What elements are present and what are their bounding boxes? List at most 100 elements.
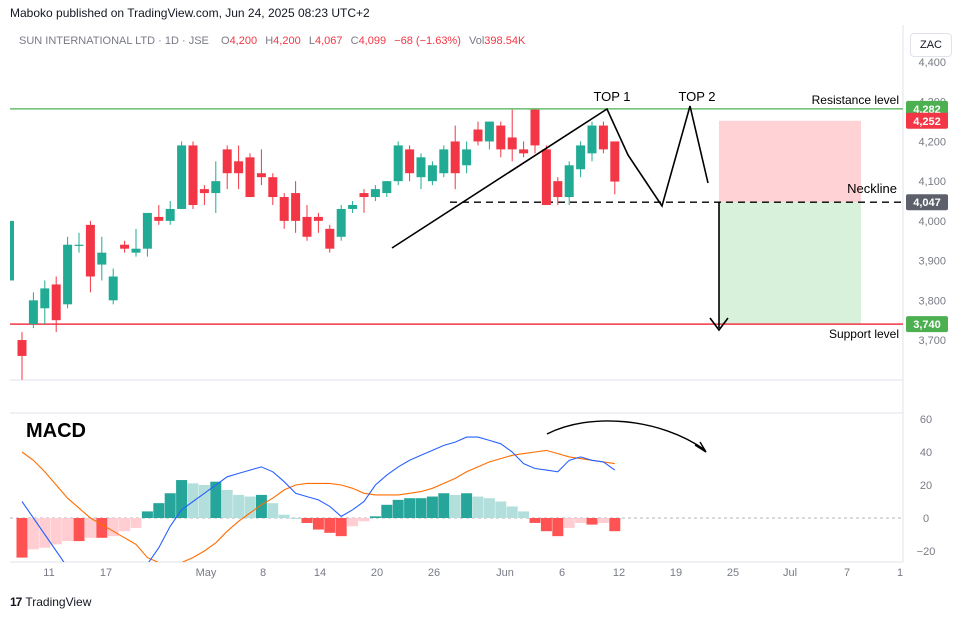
- macd-histogram-bar: [483, 498, 495, 518]
- macd-histogram-bar: [210, 481, 222, 518]
- macd-pane: [10, 420, 903, 562]
- double-top-pattern-line: [391, 105, 709, 249]
- macd-histogram-bar: [449, 494, 461, 518]
- macd-histogram-bar: [575, 518, 587, 523]
- price-tick-label: 3,700: [918, 335, 946, 347]
- macd-histogram-bar: [312, 518, 324, 530]
- neckline-label: Neckline: [847, 181, 897, 196]
- macd-histogram-bar: [290, 518, 302, 519]
- macd-histogram-bar: [358, 518, 370, 522]
- price-tick-label: 4,400: [918, 57, 946, 69]
- macd-histogram-bar: [96, 518, 108, 538]
- candle-body: [507, 137, 517, 150]
- candle-body: [348, 204, 358, 209]
- change-value: −68 (−1.63%): [394, 35, 461, 47]
- candle-body: [108, 276, 118, 301]
- macd-histogram-bar: [324, 518, 336, 533]
- macd-histogram-bar: [176, 480, 188, 518]
- macd-histogram-bar: [255, 494, 267, 518]
- top2-label: TOP 2: [678, 89, 715, 104]
- candle-body: [541, 149, 551, 205]
- candle-body: [142, 212, 152, 249]
- candle-body: [256, 173, 266, 178]
- published-by-text: Maboko published on TradingView.com, Jun…: [10, 6, 370, 20]
- candle-body: [291, 193, 301, 221]
- price-label-text: 4,047: [913, 197, 941, 209]
- macd-histogram-bar: [119, 518, 131, 532]
- macd-histogram-bar: [301, 518, 313, 523]
- currency-button[interactable]: ZAC: [910, 33, 952, 57]
- price-tick-label: 4,000: [918, 216, 946, 228]
- time-tick-label: 25: [727, 567, 739, 579]
- volume-label: Vol: [469, 35, 485, 47]
- symbol-title[interactable]: SUN INTERNATIONAL LTD · 1D · JSE: [19, 35, 209, 47]
- price-label-badge: [906, 112, 948, 129]
- macd-histogram-bar: [552, 518, 564, 537]
- candle-body: [177, 145, 187, 209]
- candle-body: [598, 125, 608, 150]
- stop-loss-zone: [719, 120, 861, 203]
- macd-histogram-bar: [609, 518, 621, 532]
- candle-body: [473, 129, 483, 142]
- candle-body: [97, 252, 107, 265]
- close-value: 4,099: [358, 35, 387, 47]
- macd-histogram-bar: [267, 503, 279, 518]
- macd-histogram-bar: [164, 493, 176, 518]
- candle-body: [165, 208, 175, 221]
- candle-body: [222, 149, 232, 174]
- macd-histogram-bar: [198, 485, 210, 518]
- time-tick-label: 8: [260, 567, 266, 579]
- symbol-legend: SUN INTERNATIONAL LTD · 1D · JSE O4,200 …: [19, 35, 525, 47]
- support-label: Support level: [829, 327, 899, 341]
- time-tick-label: Jul: [783, 567, 797, 579]
- candle-body: [120, 244, 130, 249]
- candle-body: [199, 189, 209, 194]
- macd-histogram-bar: [438, 493, 450, 518]
- pattern-annotations: TOP 1 TOP 2: [391, 89, 729, 332]
- time-tick-label: May: [196, 567, 217, 579]
- time-tick-label: Jun: [496, 567, 514, 579]
- candle-body: [302, 216, 312, 237]
- candle-body: [587, 125, 597, 154]
- macd-histogram-bar: [278, 514, 290, 518]
- macd-signal-line: [21, 449, 615, 562]
- candle-body: [336, 208, 346, 237]
- time-tick-label: 19: [670, 567, 682, 579]
- time-tick-label: 7: [844, 567, 850, 579]
- candle-body: [17, 340, 27, 356]
- candle-body: [74, 244, 84, 246]
- top1-label: TOP 1: [593, 89, 630, 104]
- time-axis: 11 17 May 8 14 20 26 Jun 6 12 19 25 Jul 7 1: [43, 567, 903, 579]
- candle-body: [484, 121, 494, 142]
- momentum-arrow-curve: [546, 420, 706, 451]
- candle-body: [325, 228, 335, 249]
- chart-canvas[interactable]: Resistance level Neckline Support level TO…: [0, 0, 968, 590]
- candle-body: [370, 189, 380, 198]
- time-tick-label: 6: [559, 567, 565, 579]
- candle-body: [313, 216, 323, 221]
- price-label-badge: [906, 194, 948, 211]
- macd-title: MACD: [26, 420, 86, 442]
- tradingview-brand: 17 TradingView: [10, 595, 92, 609]
- macd-histogram-bar: [381, 504, 393, 518]
- macd-tick-label: 40: [920, 447, 932, 459]
- macd-histogram-bar: [563, 518, 575, 528]
- macd-histogram-bar: [141, 511, 153, 518]
- candle-body: [131, 248, 141, 253]
- macd-line: [21, 436, 616, 562]
- candle-body: [530, 109, 540, 146]
- candle-body: [268, 177, 278, 198]
- candle-body: [462, 149, 472, 166]
- macd-histogram-bar: [50, 518, 62, 545]
- close-label: C: [350, 35, 359, 47]
- price-label-badge: [906, 316, 948, 333]
- position-zones: [719, 120, 861, 325]
- price-levels: Resistance level Neckline Support level: [10, 93, 903, 341]
- macd-histogram-bar: [415, 498, 427, 518]
- macd-histogram-bar: [335, 518, 347, 537]
- candlestick-series: [10, 109, 620, 380]
- macd-histogram-bar: [392, 499, 404, 518]
- macd-histogram-bar: [472, 496, 484, 518]
- macd-histogram-bar: [39, 518, 51, 548]
- tradingview-logo-icon: 17: [10, 595, 22, 609]
